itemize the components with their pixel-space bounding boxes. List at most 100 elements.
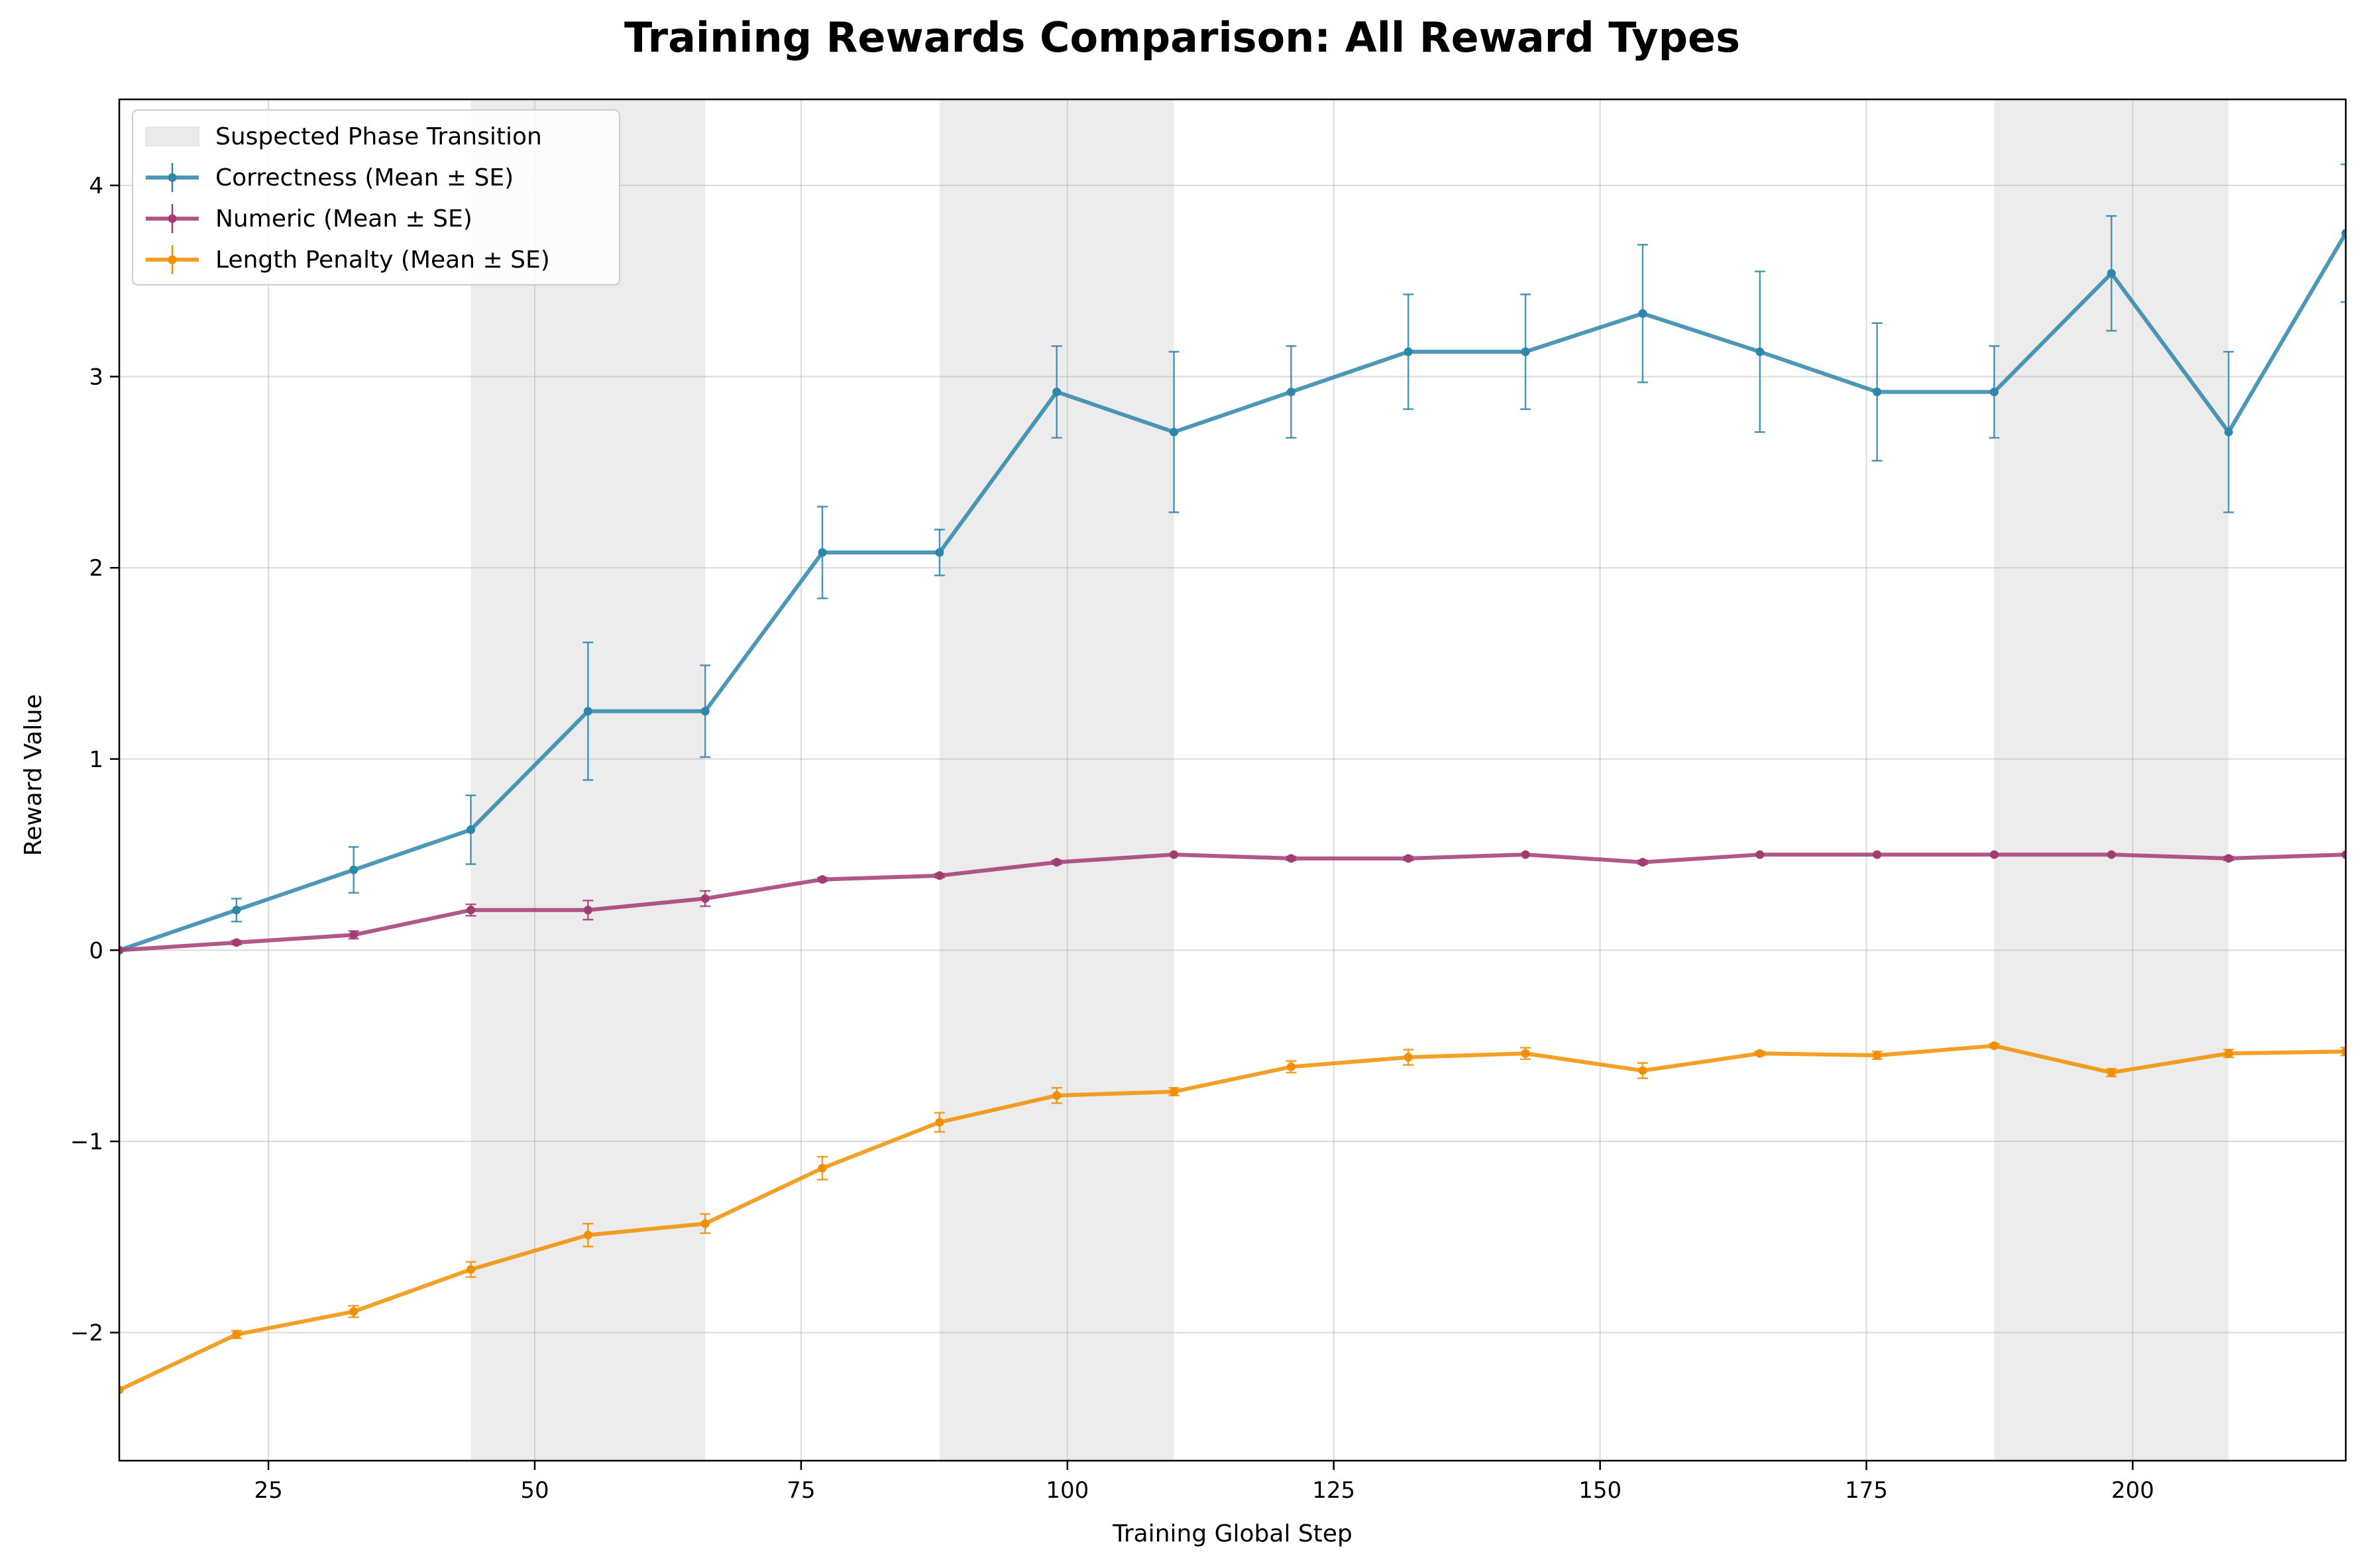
data-point — [2341, 850, 2346, 859]
data-point — [1521, 347, 1530, 356]
series-2 — [119, 1041, 2346, 1394]
data-point — [1286, 1062, 1295, 1071]
data-point — [1052, 858, 1062, 867]
y-tick-label: 3 — [89, 364, 103, 391]
data-point — [1638, 1066, 1647, 1075]
legend-swatch-shade — [145, 127, 199, 146]
data-point — [232, 1330, 241, 1339]
data-point — [1170, 850, 1179, 859]
data-point — [232, 906, 241, 915]
series-line — [119, 853, 2346, 953]
data-point — [583, 707, 592, 716]
x-tick-label: 50 — [520, 1477, 549, 1504]
data-point — [119, 945, 124, 955]
data-point — [1052, 1091, 1062, 1100]
data-point — [467, 825, 476, 835]
y-tick-label: −1 — [70, 1129, 103, 1155]
x-axis-ticks: 25 50 75 100 125 150 175 200 — [254, 1461, 2154, 1504]
data-point — [1989, 388, 1999, 397]
data-point — [1755, 850, 1765, 859]
legend-box — [132, 109, 620, 286]
data-point — [935, 871, 944, 880]
data-point — [232, 938, 241, 947]
data-point — [935, 1118, 944, 1127]
series-line — [119, 1043, 2346, 1392]
data-point — [1286, 854, 1295, 863]
data-point — [1638, 858, 1647, 867]
data-point — [1755, 1049, 1765, 1058]
data-point — [700, 707, 710, 716]
data-point — [2107, 269, 2116, 278]
y-tick-label: 0 — [89, 937, 103, 964]
y-tick-label: 4 — [89, 173, 103, 199]
data-point — [583, 1230, 592, 1239]
x-tick-label: 100 — [1046, 1477, 1089, 1504]
data-point — [700, 1219, 710, 1228]
data-point — [2224, 427, 2233, 437]
legend-label: Length Penalty (Mean ± SE) — [215, 246, 550, 274]
data-point — [1403, 854, 1413, 863]
legend: Suspected Phase Transition Correctness (M… — [132, 109, 620, 286]
y-axis-label: Reward Value — [20, 694, 47, 856]
data-point — [935, 548, 944, 557]
data-point — [818, 875, 827, 884]
data-point — [1052, 388, 1062, 397]
series-group — [119, 163, 2346, 1394]
data-point — [1403, 1053, 1413, 1062]
y-tick-label: −2 — [70, 1320, 103, 1347]
data-point — [1403, 347, 1413, 356]
data-point — [467, 1265, 476, 1274]
data-point — [349, 930, 358, 939]
series-line — [119, 232, 2346, 953]
data-point — [349, 865, 358, 874]
legend-label: Correctness (Mean ± SE) — [215, 164, 514, 191]
data-point — [1638, 309, 1647, 318]
data-point — [2224, 854, 2233, 863]
data-point — [349, 1307, 358, 1316]
data-point — [1755, 347, 1765, 356]
phase-transition-region — [939, 99, 1174, 1461]
data-point — [583, 906, 592, 915]
data-point — [1521, 1049, 1530, 1058]
x-tick-label: 125 — [1312, 1477, 1355, 1504]
data-point — [467, 906, 476, 915]
data-point — [2107, 1068, 2116, 1077]
data-point — [818, 548, 827, 557]
data-point — [2107, 850, 2116, 859]
data-point — [2341, 1047, 2346, 1056]
legend-label: Numeric (Mean ± SE) — [215, 205, 472, 233]
plot-frame — [118, 98, 2347, 1462]
series-0 — [119, 163, 2346, 955]
data-point — [1873, 388, 1882, 397]
data-point — [119, 1385, 124, 1394]
data-point — [700, 894, 710, 903]
y-tick-label: 1 — [89, 747, 103, 773]
data-point — [1170, 427, 1179, 437]
data-point — [2341, 229, 2346, 238]
data-point — [1989, 850, 1999, 859]
data-point — [2224, 1049, 2233, 1058]
legend-swatch-marker — [168, 214, 177, 223]
data-point — [1989, 1041, 1999, 1051]
data-point — [1521, 850, 1530, 859]
x-tick-label: 200 — [2111, 1477, 2154, 1504]
x-axis-label: Training Global Step — [1112, 1520, 1352, 1547]
x-tick-label: 25 — [254, 1477, 282, 1504]
y-tick-label: 2 — [89, 555, 103, 582]
series-1 — [119, 850, 2346, 955]
data-point — [818, 1163, 827, 1173]
legend-swatch-marker — [168, 173, 177, 182]
legend-swatch-marker — [168, 255, 177, 264]
x-tick-label: 150 — [1578, 1477, 1622, 1504]
x-tick-label: 175 — [1845, 1477, 1888, 1504]
chart-title: Training Rewards Comparison: All Reward … — [624, 13, 1740, 62]
phase-transition-regions — [470, 99, 2229, 1461]
data-point — [1170, 1087, 1179, 1096]
legend-label: Suspected Phase Transition — [215, 123, 542, 150]
x-tick-label: 75 — [787, 1477, 815, 1504]
y-axis-ticks: −2 −1 0 1 2 3 4 — [70, 173, 119, 1347]
data-point — [1873, 850, 1882, 859]
data-point — [1286, 388, 1295, 397]
